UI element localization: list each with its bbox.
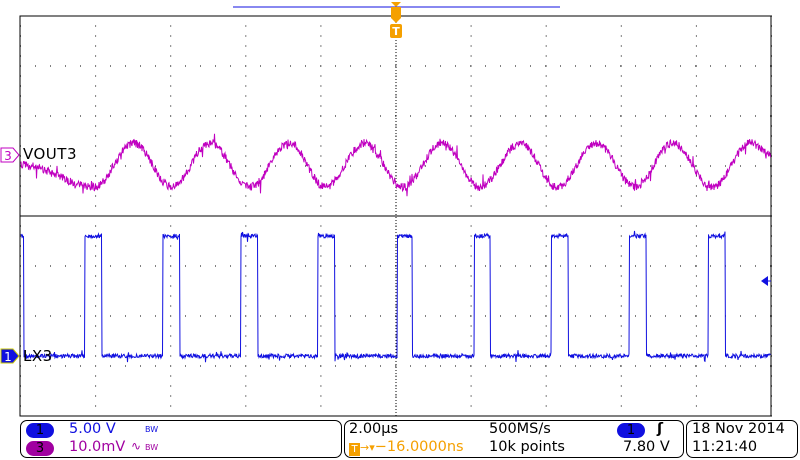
delay-value: −16.0000ns	[374, 439, 464, 455]
trigger-marker-icon: T	[349, 443, 360, 456]
ac-coupling-icon: ∿	[131, 439, 142, 453]
record-length: 10k points	[489, 439, 565, 455]
trigger-source-badge[interactable]: 1	[617, 423, 645, 438]
ch3-scale[interactable]: 10.0mV	[69, 439, 126, 455]
ch3-ground-marker[interactable]: 3	[0, 147, 20, 163]
svg-text:1: 1	[4, 350, 12, 364]
date: 18 Nov 2014	[692, 421, 785, 437]
horizontal-delay[interactable]: T →▾−16.0000ns	[349, 439, 464, 456]
ch1-waveform-lx3	[20, 230, 771, 363]
ch3-label: VOUT3	[23, 145, 77, 163]
trigger-position-marker-top[interactable]	[391, 2, 401, 23]
horizontal-trigger-panel[interactable]: 2.00µs 500MS/s 1 ʃ T →▾−16.0000ns 10k poi…	[344, 420, 684, 458]
ch3-waveform-vout3	[20, 133, 771, 197]
waveform-display: T 3 1	[0, 2, 772, 417]
trigger-level[interactable]: 7.80 V	[623, 439, 670, 455]
delay-arrow-icon: →▾	[360, 441, 375, 454]
ch1-bandwidth-limit-icon: BW	[145, 425, 159, 434]
time: 11:21:40	[692, 439, 758, 455]
ch1-ground-marker[interactable]: 1	[0, 348, 20, 364]
sample-rate: 500MS/s	[489, 421, 551, 437]
horizontal-scale[interactable]: 2.00µs	[349, 421, 399, 437]
ch3-badge[interactable]: 3	[26, 441, 54, 456]
ch1-scale[interactable]: 5.00 V	[69, 421, 116, 437]
trigger-position-marker[interactable]: T	[390, 24, 402, 38]
ch1-label: LX3	[23, 347, 53, 365]
ch1-badge[interactable]: 1	[26, 423, 54, 438]
trigger-level-arrow-icon[interactable]	[761, 276, 771, 286]
ch3-bandwidth-limit-icon: BW	[145, 443, 159, 452]
svg-text:3: 3	[4, 149, 12, 163]
rising-edge-icon[interactable]: ʃ	[657, 421, 664, 437]
svg-text:T: T	[392, 25, 400, 38]
datetime-panel: 18 Nov 2014 11:21:40	[686, 420, 798, 458]
vertical-settings-panel[interactable]: 1 5.00 V BW 3 10.0mV ∿ BW	[20, 420, 342, 458]
